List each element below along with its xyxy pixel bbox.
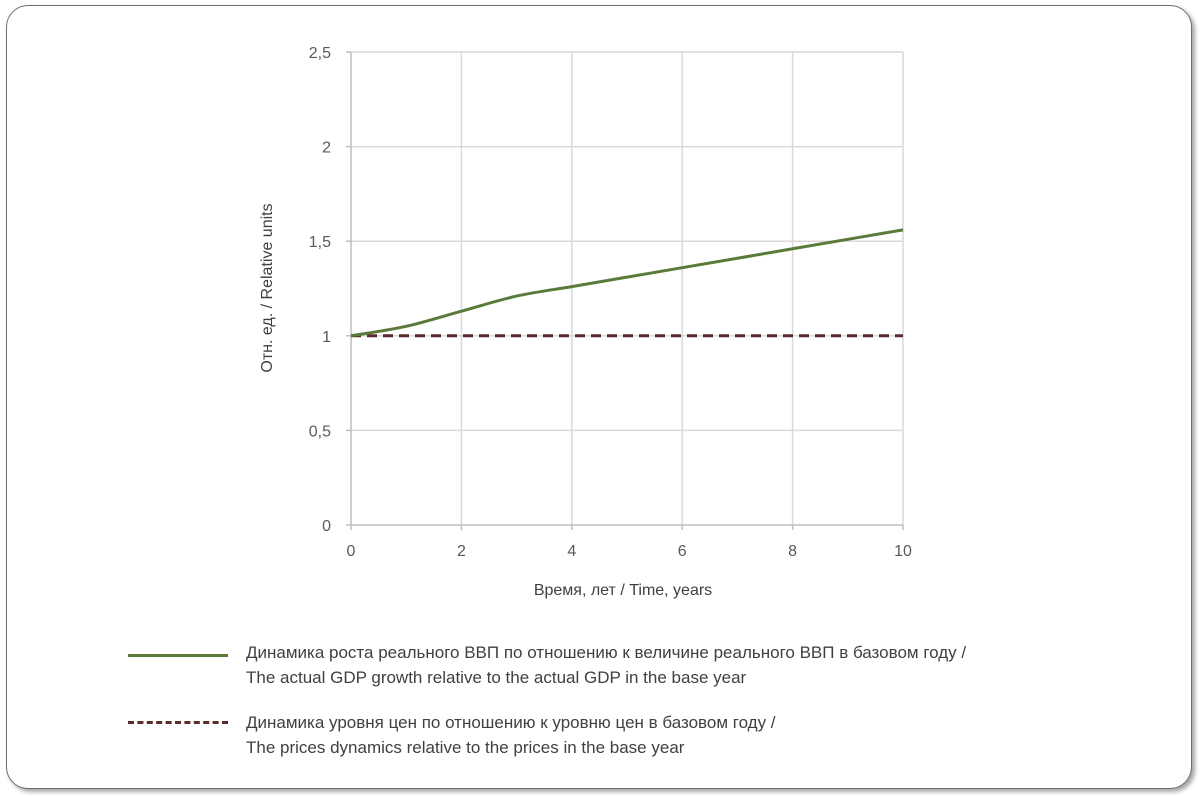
legend-swatch-prices	[128, 721, 228, 724]
y-tick-labels: 0 0,5 1 1,5 2 2,5	[309, 45, 331, 535]
series-group	[350, 228, 904, 338]
x-tick-label: 8	[788, 543, 797, 560]
y-tick-label: 1,5	[309, 234, 331, 251]
axes	[346, 51, 904, 530]
y-tick-label: 0	[322, 518, 331, 535]
x-tick-label: 4	[567, 543, 576, 560]
legend-label-gdp-ru: Динамика роста реального ВВП по отношени…	[246, 643, 967, 662]
x-tick-label: 6	[678, 543, 687, 560]
grid	[351, 51, 904, 525]
x-tick-label: 2	[457, 543, 466, 560]
y-tick-label: 1	[322, 329, 331, 346]
legend-label-gdp-en: The actual GDP growth relative to the ac…	[246, 668, 747, 687]
chart-frame	[6, 5, 1192, 789]
legend-label-prices-en: The prices dynamics relative to the pric…	[246, 738, 685, 757]
x-tick-label: 10	[894, 543, 912, 560]
legend-label-prices-ru: Динамика уровня цен по отношению к уровн…	[246, 713, 776, 732]
x-tick-label: 0	[347, 543, 356, 560]
legend-swatch-gdp	[128, 654, 228, 657]
series-line-gdp	[350, 228, 904, 338]
x-axis-title: Время, лет / Time, years	[534, 582, 712, 599]
y-tick-label: 0,5	[309, 423, 331, 440]
y-axis-title: Отн. ед. / Relative units	[259, 203, 276, 372]
x-tick-labels: 0 2 4 6 8 10	[347, 543, 912, 560]
y-tick-label: 2	[322, 140, 331, 157]
y-tick-label: 2,5	[309, 45, 331, 62]
